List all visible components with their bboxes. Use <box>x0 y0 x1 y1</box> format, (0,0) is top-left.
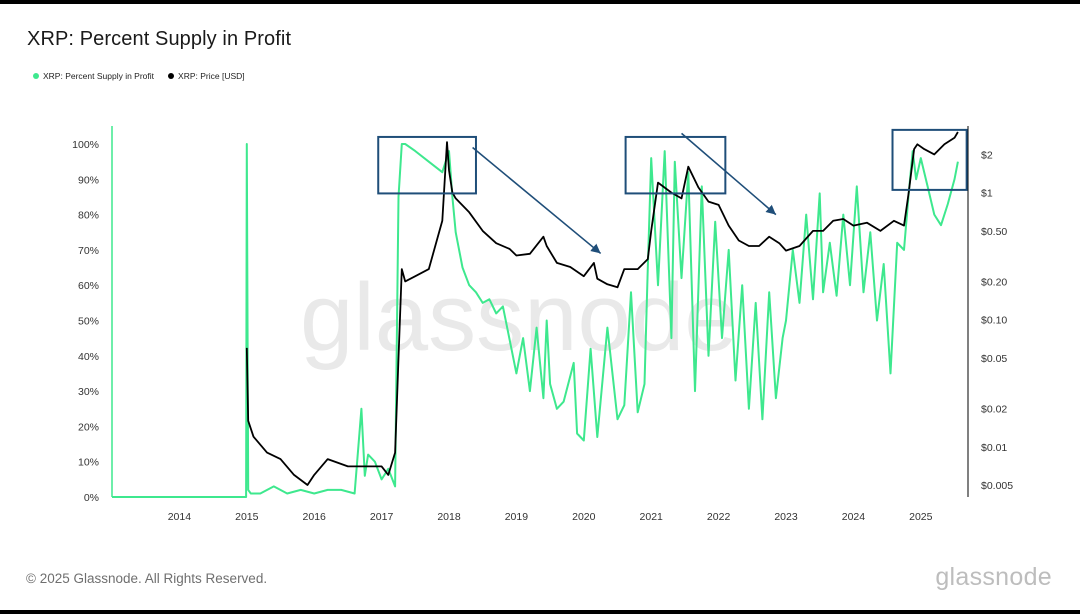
y-right-tick-label: $0.05 <box>981 353 1007 365</box>
y-left-tick-label: 20% <box>78 421 99 433</box>
legend-label-supply: XRP: Percent Supply in Profit <box>43 71 155 81</box>
y-right-tick-label: $0.50 <box>981 226 1007 238</box>
y-left-tick-label: 10% <box>78 457 99 469</box>
price-line <box>245 131 959 486</box>
x-tick-label: 2016 <box>303 511 327 523</box>
y-left-tick-label: 0% <box>84 492 99 504</box>
highlight-box <box>891 128 968 191</box>
y-left-tick-label: 80% <box>78 210 99 222</box>
bottom-border <box>0 610 1080 614</box>
footer-logo[interactable]: glassnode <box>935 563 1052 591</box>
x-tick-label: 2018 <box>437 511 461 523</box>
y-left-tick-label: 60% <box>78 280 99 292</box>
supply-series <box>112 143 959 498</box>
footer-copyright: © 2025 Glassnode. All Rights Reserved. <box>26 571 268 586</box>
y-left-tick-label: 100% <box>72 139 99 151</box>
annotations-group <box>377 128 968 255</box>
x-tick-label: 2021 <box>640 511 664 523</box>
x-tick-label: 2020 <box>572 511 596 523</box>
y-right-tick-label: $0.02 <box>981 404 1007 416</box>
price-series <box>245 131 959 486</box>
x-tick-label: 2024 <box>842 511 866 523</box>
y-left-tick-label: 30% <box>78 386 99 398</box>
y-right-tick-label: $0.10 <box>981 315 1007 327</box>
x-tick-label: 2025 <box>909 511 933 523</box>
y-right-tick-label: $0.20 <box>981 276 1007 288</box>
x-tick-label: 2023 <box>774 511 798 523</box>
supply-line <box>112 143 959 498</box>
y-left-tick-label: 50% <box>78 316 99 328</box>
legend-label-price: XRP: Price [USD] <box>178 71 245 81</box>
y-right-tick-label: $1 <box>981 188 993 200</box>
legend-item-price[interactable]: XRP: Price [USD] <box>168 71 245 81</box>
trend-arrow <box>681 132 777 216</box>
x-tick-label: 2019 <box>505 511 529 523</box>
legend-item-supply[interactable]: XRP: Percent Supply in Profit <box>33 71 154 81</box>
chart-title: XRP: Percent Supply in Profit <box>27 28 292 50</box>
y-left-tick-label: 90% <box>78 174 99 186</box>
y-left-tick-label: 70% <box>78 245 99 257</box>
y-left-tick-label: 40% <box>78 351 99 363</box>
y-right-tick-label: $0.005 <box>981 480 1013 492</box>
chart-watermark: glassnode <box>300 264 738 371</box>
top-border <box>0 0 1080 4</box>
x-tick-label: 2017 <box>370 511 394 523</box>
y-right-tick-label: $0.01 <box>981 442 1007 454</box>
x-tick-label: 2014 <box>168 511 192 523</box>
x-tick-label: 2022 <box>707 511 731 523</box>
x-tick-label: 2015 <box>235 511 259 523</box>
highlight-box <box>624 135 727 195</box>
highlight-box <box>377 135 477 195</box>
trend-arrow <box>472 146 602 255</box>
y-right-tick-label: $2 <box>981 149 993 161</box>
axes-group: 0% 10% 20% 30% 40% 50% 60% 70% 80% 90% 100% $0.005 $… <box>72 126 1013 523</box>
chart-legend: XRP: Percent Supply in Profit XRP: Price… <box>33 71 245 81</box>
legend-marker-price <box>168 73 175 79</box>
legend-marker-supply <box>33 73 39 79</box>
